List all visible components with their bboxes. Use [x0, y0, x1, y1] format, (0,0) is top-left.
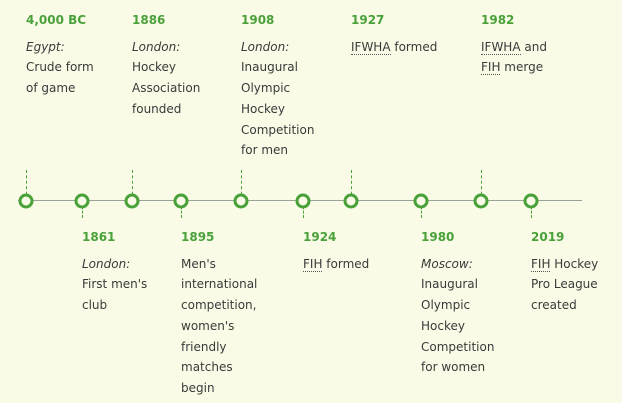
- event-line: Hockey: [421, 318, 465, 333]
- event-line: Inaugural: [421, 277, 478, 292]
- event-line: competition,: [181, 298, 257, 313]
- event-year: 1980: [421, 230, 455, 244]
- event-line-text: formed: [322, 256, 370, 271]
- event-year: 4,000 BC: [26, 13, 87, 27]
- event-line: Hockey: [241, 101, 285, 116]
- event-line: women's: [181, 318, 235, 333]
- event-year: 1924: [303, 230, 337, 244]
- fih-abbr: FIH: [531, 256, 551, 272]
- tick-1927: [351, 170, 352, 200]
- event-line: Hockey: [132, 60, 176, 75]
- event-line: Men's: [181, 256, 216, 271]
- event-place: London:: [82, 256, 131, 271]
- ifwha-abbr: IFWHA: [481, 39, 521, 55]
- event-line: IFWHA formed: [351, 37, 471, 58]
- tick-1908: [241, 170, 242, 200]
- event-1982: 1982 IFWHA and FIH merge: [481, 10, 601, 78]
- event-line: IFWHA and: [481, 37, 601, 58]
- event-line: matches: [181, 360, 233, 375]
- event-line: club: [82, 298, 108, 313]
- event-year: 1895: [181, 230, 215, 244]
- event-line: international: [181, 277, 258, 292]
- timeline-node-1924: [295, 193, 311, 209]
- event-line-text: merge: [500, 60, 544, 75]
- event-1908: 1908 London: Inaugural Olympic Hockey Co…: [241, 10, 361, 161]
- tick-1980: [421, 202, 422, 218]
- timeline-node-1861: [74, 193, 90, 209]
- event-1980: 1980 Moscow: Inaugural Olympic Hockey Co…: [421, 227, 541, 378]
- event-line: Inaugural: [241, 60, 298, 75]
- event-line: created: [531, 298, 577, 313]
- event-year: 1861: [82, 230, 116, 244]
- event-line: First men's: [82, 277, 148, 292]
- timeline-node-1982: [473, 193, 489, 209]
- event-year: 1908: [241, 13, 275, 27]
- event-line: for women: [421, 360, 486, 375]
- timeline-node-4000bc: [18, 193, 34, 209]
- event-place: London:: [241, 39, 290, 54]
- event-line-text: formed: [390, 39, 438, 54]
- event-line: FIH merge: [481, 57, 601, 78]
- event-year: 1886: [132, 13, 166, 27]
- event-line: FIH Hockey: [531, 254, 621, 275]
- event-1886: 1886 London: Hockey Association founded: [132, 10, 252, 120]
- tick-1924: [303, 202, 304, 218]
- event-4000bc: 4,000 BC Egypt: Crude form of game: [26, 10, 146, 99]
- event-1861: 1861 London: First men's club: [82, 227, 202, 316]
- event-place: Egypt:: [26, 39, 65, 54]
- tick-1982: [481, 170, 482, 200]
- ifwha-abbr: IFWHA: [351, 39, 391, 55]
- event-line: Competition: [421, 339, 495, 354]
- event-place: London:: [132, 39, 181, 54]
- event-line: Olympic: [241, 81, 291, 96]
- event-line: Association: [132, 81, 201, 96]
- event-line: friendly: [181, 339, 227, 354]
- fih-abbr: FIH: [481, 60, 501, 76]
- event-line: begin: [181, 380, 215, 395]
- event-year: 1927: [351, 13, 385, 27]
- event-year: 1982: [481, 13, 515, 27]
- event-line: of game: [26, 81, 76, 96]
- event-year: 2019: [531, 230, 565, 244]
- event-1895: 1895 Men's international competition, wo…: [181, 227, 301, 399]
- tick-1895: [181, 202, 182, 218]
- timeline-node-1908: [233, 193, 249, 209]
- tick-2019: [531, 202, 532, 218]
- event-1927: 1927 IFWHA formed: [351, 10, 471, 57]
- event-line: Competition: [241, 122, 315, 137]
- event-place: Moscow:: [421, 256, 473, 271]
- tick-1886: [132, 170, 133, 200]
- timeline-node-1886: [124, 193, 140, 209]
- timeline-node-2019: [523, 193, 539, 209]
- event-line: FIH formed: [303, 254, 423, 275]
- event-line: Olympic: [421, 298, 471, 313]
- tick-1861: [82, 202, 83, 218]
- event-line: Crude form: [26, 60, 94, 75]
- event-1924: 1924 FIH formed: [303, 227, 423, 274]
- event-2019: 2019 FIH Hockey Pro League created: [531, 227, 621, 316]
- event-line-text: and: [520, 39, 547, 54]
- event-line-text: Hockey: [550, 256, 599, 271]
- tick-4000bc: [26, 170, 27, 200]
- event-line: founded: [132, 101, 182, 116]
- fih-abbr: FIH: [303, 256, 323, 272]
- timeline-node-1895: [173, 193, 189, 209]
- event-line: Pro League: [531, 277, 598, 292]
- event-line: for men: [241, 143, 288, 158]
- timeline-node-1980: [413, 193, 429, 209]
- timeline-node-1927: [343, 193, 359, 209]
